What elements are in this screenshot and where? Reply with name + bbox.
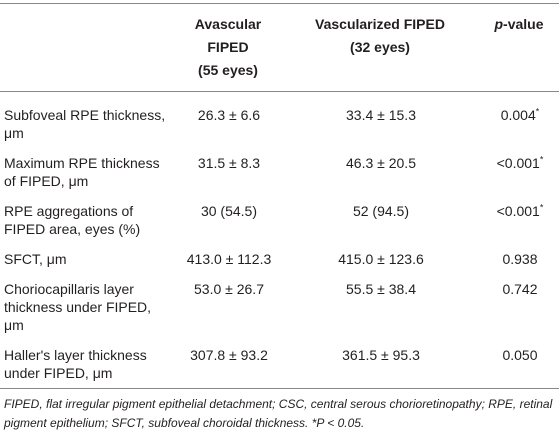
cell-p-value: 0.938 (479, 244, 559, 274)
table-row: Maximum RPE thickness of FIPED, μm 31.5 ±… (0, 148, 559, 196)
cell-vascularized: 55.5 ± 38.4 (346, 281, 416, 297)
header-line: Vascularized FIPED (315, 16, 445, 32)
cell-p-value: 0.742 (479, 274, 559, 340)
cell-avascular: 26.3 ± 6.6 (197, 107, 261, 123)
cell-avascular: 53.0 ± 26.7 (194, 281, 264, 297)
header-line: (32 eyes) (350, 39, 410, 55)
significance-mark: * (539, 154, 544, 165)
cell-p-value: 0.004* (479, 92, 559, 149)
row-label: Haller's layer thickness under FIPED, μm (4, 347, 147, 381)
cell-p-value: 0.050 (479, 340, 559, 389)
row-label: RPE aggregations of FIPED area, eyes (%) (4, 203, 141, 237)
table: Avascular FIPED (55 eyes) Vascularized FIP… (0, 3, 559, 389)
table-row: RPE aggregations of FIPED area, eyes (%)… (0, 196, 559, 244)
p-value: <0.001 (496, 203, 540, 219)
p-value: 0.742 (502, 281, 538, 297)
header-italic: p (494, 16, 504, 32)
cell-avascular: 31.5 ± 8.3 (197, 155, 261, 171)
p-value: 0.050 (502, 347, 538, 363)
p-value: <0.001 (496, 155, 540, 171)
cell-vascularized: 52 (94.5) (352, 203, 410, 219)
cell-avascular: 30 (54.5) (200, 203, 258, 219)
cell-avascular: 307.8 ± 93.2 (190, 347, 268, 363)
table-row: Choriocapillaris layer thickness under F… (0, 274, 559, 340)
row-label: Subfoveal RPE thickness, μm (4, 107, 166, 141)
cell-p-value: <0.001* (479, 148, 559, 196)
header-text: -value (503, 16, 544, 32)
page: Avascular FIPED (55 eyes) Vascularized FIP… (0, 3, 559, 430)
p-value: 0.004 (500, 107, 536, 123)
table-row: Subfoveal RPE thickness, μm 26.3 ± 6.6 33.… (0, 92, 559, 149)
header-blank (0, 4, 175, 92)
column-header: Vascularized FIPED (32 eyes) (281, 4, 479, 92)
header-row: Avascular FIPED (55 eyes) Vascularized FIP… (0, 3, 559, 92)
table-row: SFCT, μm 413.0 ± 112.3 415.0 ± 123.6 0.938 (0, 244, 559, 274)
row-label: Choriocapillaris layer thickness under F… (4, 281, 152, 333)
p-value: 0.938 (502, 251, 538, 267)
cell-vascularized: 361.5 ± 95.3 (342, 347, 420, 363)
cell-vascularized: 33.4 ± 15.3 (346, 107, 416, 123)
row-label: Maximum RPE thickness of FIPED, μm (4, 155, 160, 189)
column-header: Avascular FIPED (55 eyes) (175, 4, 281, 92)
cell-vascularized: 46.3 ± 20.5 (346, 155, 416, 171)
cell-avascular: 413.0 ± 112.3 (186, 251, 272, 267)
row-label: SFCT, μm (4, 251, 67, 267)
cell-vascularized: 415.0 ± 123.6 (338, 251, 424, 267)
header-line: (55 eyes) (198, 62, 258, 78)
header-line: Avascular FIPED (194, 16, 262, 55)
significance-mark: * (535, 106, 540, 117)
table-row: Haller's layer thickness under FIPED, μm… (0, 340, 559, 389)
column-header: p-value (479, 4, 559, 92)
table-body: Subfoveal RPE thickness, μm 26.3 ± 6.6 33.… (0, 92, 559, 389)
footnote: FIPED, flat irregular pigment epithelial… (4, 397, 553, 430)
significance-mark: * (539, 202, 544, 213)
cell-p-value: <0.001* (479, 196, 559, 244)
